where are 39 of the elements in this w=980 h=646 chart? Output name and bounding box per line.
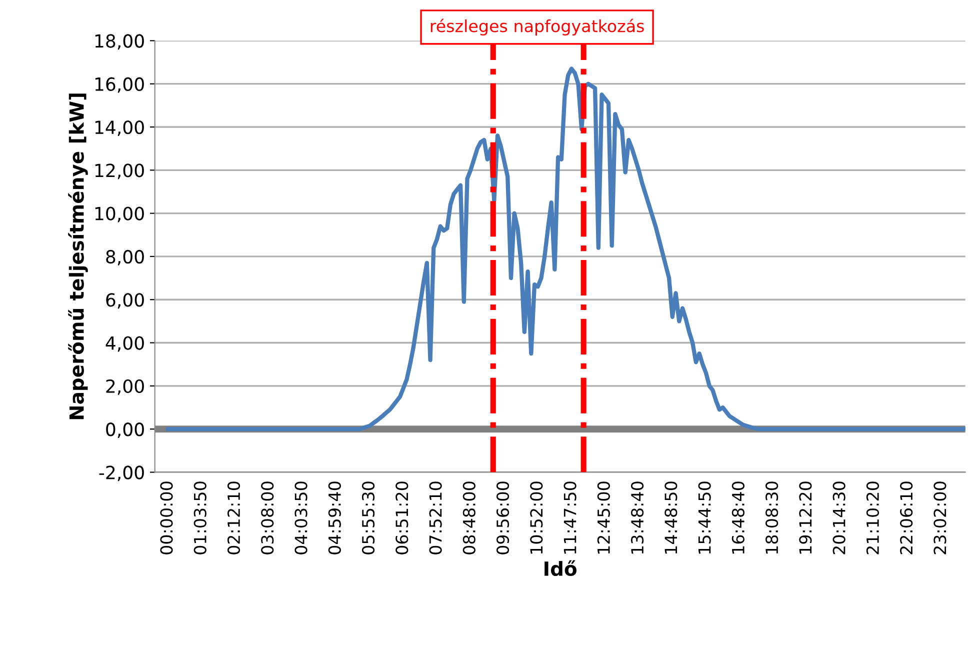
line-series xyxy=(166,66,966,432)
y-tick-label: 18,00 xyxy=(95,34,144,50)
y-tick-label: -2,00 xyxy=(99,466,144,482)
x-tick-label: 22:06:10 xyxy=(900,482,913,554)
x-tick-label: 18:08:30 xyxy=(766,482,778,554)
x-tick-label: 10:52:00 xyxy=(530,482,543,554)
y-tick-label: 0,00 xyxy=(106,422,144,438)
x-tick-label: 21:10:20 xyxy=(866,482,879,554)
y-tick-label: 6,00 xyxy=(106,293,144,309)
x-tick-label: 19:12:20 xyxy=(799,482,812,554)
x-tick-label: 16:48:40 xyxy=(732,482,744,554)
y-tick-label: 8,00 xyxy=(106,250,144,266)
x-tick-label: 23:02:00 xyxy=(934,482,946,554)
x-tick-label: 02:12:10 xyxy=(227,482,240,554)
y-tick-label: 16,00 xyxy=(95,77,144,93)
x-tick-label: 01:03:50 xyxy=(194,482,206,554)
x-tick-label: 11:47:50 xyxy=(564,482,576,554)
y-tick-label: 10,00 xyxy=(95,206,144,222)
x-tick-label: 14:48:50 xyxy=(664,482,678,554)
x-tick-label: 05:55:30 xyxy=(362,482,375,554)
y-tick-label: 4,00 xyxy=(106,336,144,352)
x-tick-label: 12:45:00 xyxy=(597,482,610,554)
x-tick-label: 07:52:10 xyxy=(429,482,442,554)
x-tick-label: 04:03:50 xyxy=(294,482,308,554)
text: részleges napfogyatkozás xyxy=(430,18,644,36)
y-tick-label: 2,00 xyxy=(106,379,144,395)
x-tick-label: 06:51:20 xyxy=(396,482,408,554)
x-tick-label: 20:14:30 xyxy=(832,482,846,554)
x-axis-title: Idő xyxy=(544,560,576,576)
y-axis-title: Naperőmű teljesítménye [kW] xyxy=(68,94,88,420)
x-tick-label: 15:44:50 xyxy=(698,482,711,554)
x-tick-label: 13:48:40 xyxy=(630,482,644,554)
x-tick-label: 00:00:00 xyxy=(160,482,173,554)
x-tick-label: 08:48:00 xyxy=(462,482,476,554)
x-tick-label: 09:56:00 xyxy=(496,482,510,554)
x-tick-label: 03:08:00 xyxy=(261,482,274,554)
y-tick-label: 12,00 xyxy=(95,164,144,180)
y-tick-label: 14,00 xyxy=(95,120,144,136)
x-tick-label: 04:59:40 xyxy=(328,482,341,554)
